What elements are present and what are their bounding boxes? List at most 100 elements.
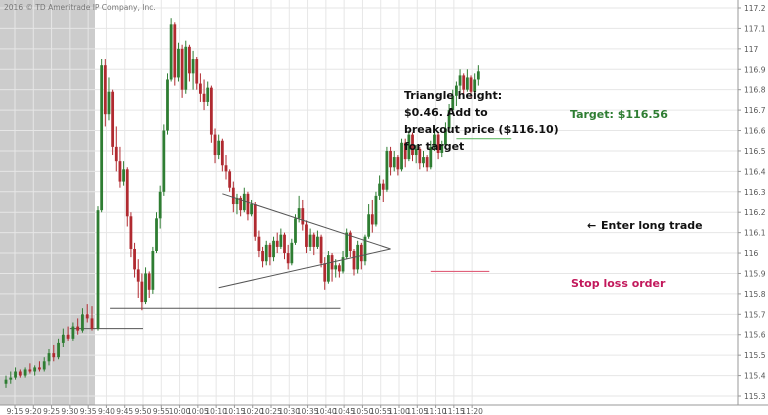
candle [465, 69, 469, 92]
candle [451, 89, 455, 115]
candle-body [403, 142, 407, 160]
candle-body [81, 314, 84, 331]
support-lines [69, 307, 341, 330]
candle [81, 308, 84, 333]
candle [305, 220, 308, 254]
y-tick-label: 116.3 [744, 188, 766, 197]
triangle-upper-line [222, 193, 391, 250]
candle-body [411, 134, 414, 156]
candle [173, 22, 177, 86]
y-tick-label: 116.1 [744, 229, 766, 238]
x-tick-label: 9:55 [153, 407, 170, 415]
candle-body [85, 314, 89, 319]
x-tick-label: 11:15 [443, 407, 465, 415]
x-tick-label: 10:15 [224, 407, 246, 415]
candle [455, 81, 458, 107]
y-tick-label: 116.7 [744, 106, 766, 115]
candle [85, 304, 89, 323]
candle-body [279, 234, 283, 247]
candle [403, 138, 407, 168]
candle [47, 349, 51, 366]
candle-body [147, 273, 151, 290]
candle-body [381, 183, 385, 190]
candle [381, 179, 385, 202]
y-tick-label: 116.8 [744, 86, 766, 95]
candle [275, 232, 279, 254]
x-tick-label: 10:20 [242, 407, 264, 415]
candle [440, 140, 444, 158]
candle [33, 365, 37, 376]
candle [308, 228, 312, 252]
candle [202, 79, 206, 111]
candle-body [294, 218, 297, 243]
candle-body [71, 326, 75, 339]
candle [425, 155, 429, 172]
candle [71, 322, 75, 341]
candle-body [476, 71, 480, 80]
y-tick-label: 116.9 [744, 65, 766, 74]
candle [352, 248, 356, 276]
candle-body [356, 244, 360, 270]
candle-body [455, 85, 458, 96]
candle [42, 357, 46, 372]
x-tick-label: 11:10 [425, 407, 447, 415]
candle [103, 59, 107, 127]
candle [264, 240, 268, 266]
candle-body [38, 367, 41, 370]
candle [162, 124, 166, 196]
candle-body [308, 234, 312, 247]
premarket-shading [0, 0, 95, 405]
candle-body [436, 134, 440, 153]
x-tick-label: 10:50 [352, 407, 374, 415]
triangle-note-line-1: Triangle height: [404, 89, 502, 102]
candle [473, 73, 477, 94]
x-tick-label: 10:30 [278, 407, 300, 415]
candle-body [18, 371, 22, 376]
candle-body [425, 157, 429, 168]
candle-body [111, 91, 115, 147]
candle [378, 175, 381, 200]
candle [169, 18, 173, 82]
y-tick-label: 116.5 [744, 147, 766, 156]
candle [250, 199, 253, 217]
candle [246, 191, 250, 221]
candle [319, 234, 323, 268]
candle [239, 195, 243, 217]
x-tick-label: 9:40 [98, 407, 115, 415]
x-tick-label: 11:05 [406, 407, 428, 415]
candle-body [407, 134, 411, 160]
candle-body [166, 79, 169, 131]
candle-body [246, 193, 250, 215]
candle-body [367, 214, 371, 237]
candle-body [144, 273, 147, 303]
y-axis: 115.3 115.4 115.5 115.6 115.7 115.8 115.9 116 11… [737, 0, 766, 405]
candle [261, 246, 264, 268]
candle [136, 259, 140, 298]
y-tick-label: 117 [744, 45, 759, 54]
x-tick-label: 11:20 [461, 407, 483, 415]
x-axis: 9:15 9:20 9:25 9:30 9:35 9:40 9:45 9:50 9:55 10:0… [0, 404, 768, 415]
candle [195, 57, 199, 90]
candle [312, 232, 316, 256]
x-tick-label: 9:50 [135, 407, 152, 415]
candle [140, 273, 144, 311]
candle-body [458, 75, 462, 86]
x-tick-label: 10:10 [205, 407, 227, 415]
candle-body [28, 369, 32, 372]
candle-body [283, 234, 286, 254]
candle-body [385, 150, 389, 190]
candle [118, 146, 122, 188]
candle-body [465, 77, 469, 90]
x-tick-label: 9:45 [116, 407, 133, 415]
candle-body [370, 214, 374, 225]
x-tick-label: 9:20 [25, 407, 42, 415]
candle [224, 155, 228, 180]
x-tick-label: 11:00 [388, 407, 410, 415]
candle [385, 146, 389, 192]
candle-body [272, 240, 275, 258]
candle [433, 126, 436, 151]
candle [272, 236, 275, 262]
candle-body [312, 234, 316, 247]
candle-body [359, 244, 363, 262]
candle-body [118, 161, 122, 182]
